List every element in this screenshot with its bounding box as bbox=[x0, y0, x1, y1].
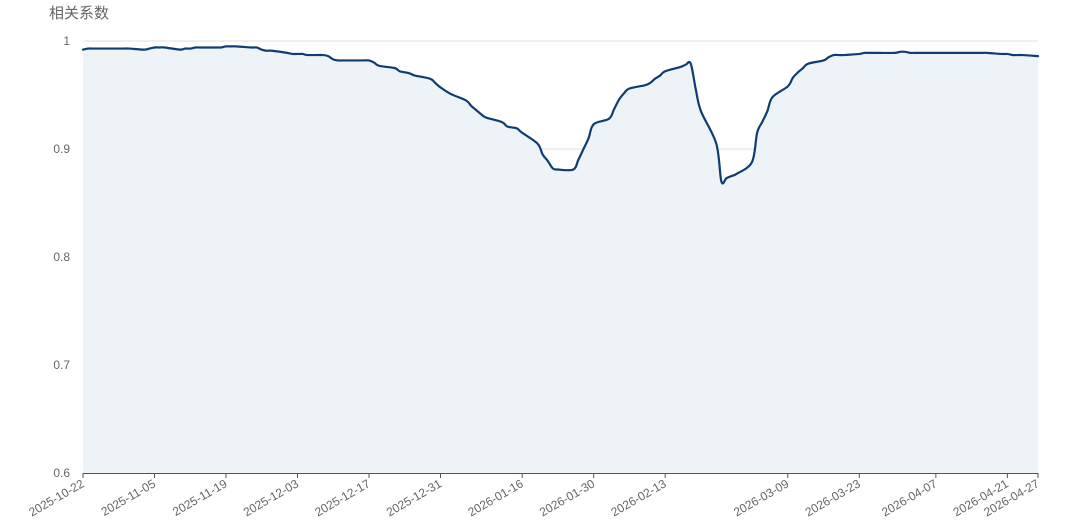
x-tick-label: 2025-12-31 bbox=[384, 476, 444, 519]
series-area-fill bbox=[83, 46, 1038, 473]
x-tick-label: 2026-01-30 bbox=[537, 476, 597, 519]
x-tick-label: 2026-01-16 bbox=[466, 476, 526, 519]
x-tick-label: 2025-10-22 bbox=[26, 476, 86, 519]
x-tick-label: 2025-11-05 bbox=[99, 476, 159, 519]
axis-layer bbox=[82, 473, 1039, 478]
y-tick-label: 0.7 bbox=[53, 358, 70, 372]
y-tick-label: 0.9 bbox=[53, 142, 70, 156]
area-layer bbox=[81, 45, 1040, 473]
x-tick-label: 2026-02-13 bbox=[609, 476, 669, 519]
x-tick-label: 2026-04-07 bbox=[879, 476, 939, 519]
x-tick-label: 2026-03-09 bbox=[731, 476, 791, 519]
y-axis-title: 相关系数 bbox=[49, 4, 109, 22]
x-tick-label: 2025-11-19 bbox=[170, 476, 230, 519]
x-tick-label: 2025-12-03 bbox=[241, 476, 301, 519]
y-tick-label: 0.8 bbox=[53, 250, 70, 264]
y-tick-labels: 0.6 0.7 0.8 0.9 1 bbox=[53, 34, 70, 480]
y-tick-label: 1 bbox=[63, 34, 70, 48]
y-tick-label: 0.6 bbox=[53, 466, 70, 480]
x-tick-label: 2025-12-17 bbox=[312, 476, 372, 519]
x-tick-labels: 2025-10-22 2025-11-05 2025-11-19 2025-12-03… bbox=[26, 476, 1041, 519]
x-tick-label: 2026-03-23 bbox=[803, 476, 863, 519]
series-line bbox=[81, 45, 1040, 185]
